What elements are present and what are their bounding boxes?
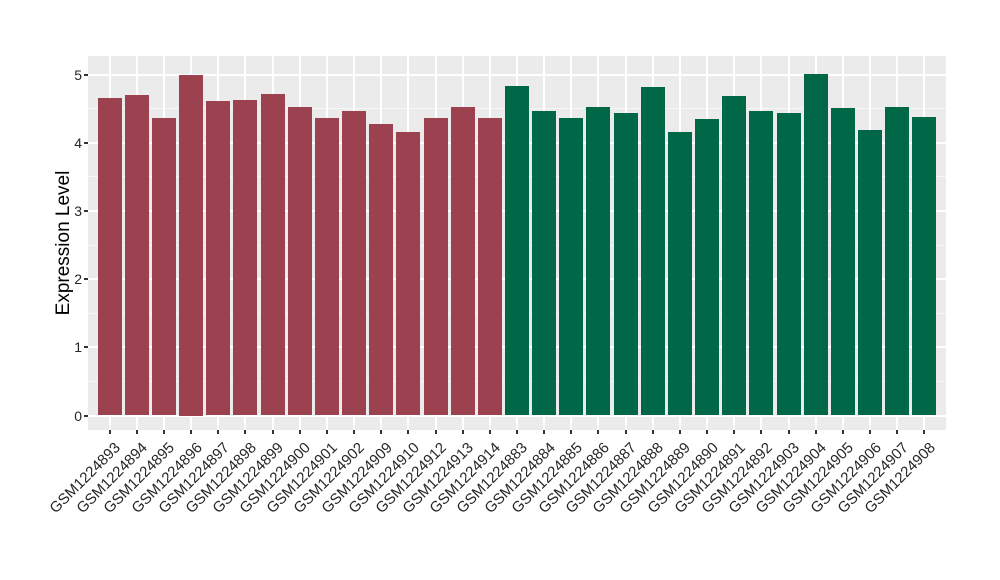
y-tick-mark — [84, 278, 88, 281]
bar-GSM1224887 — [613, 113, 638, 416]
x-tick-mark — [597, 430, 600, 434]
x-tick-mark — [869, 430, 872, 434]
bar-GSM1224895 — [151, 118, 176, 416]
bar-GSM1224885 — [559, 118, 584, 416]
x-tick-mark — [353, 430, 356, 434]
x-tick-mark — [733, 430, 736, 434]
bar-GSM1224896 — [179, 74, 204, 416]
x-tick-mark — [923, 430, 926, 434]
y-tick-label: 5 — [74, 66, 82, 83]
y-tick-label: 4 — [74, 134, 82, 151]
bar-GSM1224890 — [695, 118, 720, 416]
x-tick-mark — [841, 430, 844, 434]
bar-GSM1224908 — [912, 117, 937, 416]
x-tick-mark — [651, 430, 654, 434]
x-tick-mark — [244, 430, 247, 434]
x-tick-mark — [271, 430, 274, 434]
bar-GSM1224907 — [885, 107, 910, 416]
x-tick-mark — [814, 430, 817, 434]
y-tick-label: 2 — [74, 271, 82, 288]
y-tick-label: 0 — [74, 407, 82, 424]
y-tick-mark — [84, 346, 88, 349]
bar-GSM1224900 — [287, 106, 312, 416]
bar-GSM1224910 — [396, 132, 421, 416]
bar-GSM1224894 — [124, 94, 149, 416]
bar-GSM1224909 — [369, 123, 394, 416]
x-tick-mark — [380, 430, 383, 434]
bar-GSM1224902 — [342, 110, 367, 416]
bar-GSM1224906 — [858, 130, 883, 416]
bar-GSM1224913 — [450, 107, 475, 416]
x-tick-mark — [760, 430, 763, 434]
x-tick-mark — [108, 430, 111, 434]
x-tick-mark — [570, 430, 573, 434]
bar-GSM1224884 — [532, 110, 557, 416]
bar-GSM1224904 — [803, 73, 828, 416]
y-tick-mark — [84, 141, 88, 144]
x-tick-mark — [217, 430, 220, 434]
x-tick-mark — [896, 430, 899, 434]
x-tick-mark — [706, 430, 709, 434]
bar-GSM1224893 — [97, 97, 122, 416]
x-tick-mark — [624, 430, 627, 434]
bar-GSM1224903 — [776, 112, 801, 416]
y-tick-mark — [84, 209, 88, 212]
x-tick-mark — [461, 430, 464, 434]
bar-GSM1224892 — [749, 111, 774, 416]
bar-GSM1224883 — [505, 86, 529, 416]
plot-panel — [88, 56, 946, 430]
x-tick-mark — [787, 430, 790, 434]
x-tick-mark — [325, 430, 328, 434]
bar-GSM1224905 — [830, 107, 855, 416]
x-tick-mark — [488, 430, 491, 434]
y-tick-mark — [84, 414, 88, 417]
bar-GSM1224901 — [314, 118, 339, 416]
bar-GSM1224899 — [260, 94, 285, 416]
bar-GSM1224898 — [233, 99, 258, 416]
bar-GSM1224897 — [206, 101, 231, 416]
y-tick-mark — [84, 73, 88, 76]
bar-GSM1224888 — [640, 87, 665, 416]
bar-GSM1224914 — [477, 118, 502, 416]
x-tick-mark — [434, 430, 437, 434]
x-tick-mark — [678, 430, 681, 434]
x-tick-mark — [135, 430, 138, 434]
x-tick-mark — [516, 430, 518, 434]
bar-GSM1224912 — [423, 118, 448, 416]
y-tick-label: 3 — [74, 202, 82, 219]
bar-GSM1224891 — [722, 96, 747, 416]
bar-GSM1224886 — [586, 107, 611, 416]
x-tick-mark — [190, 430, 193, 434]
x-tick-mark — [407, 430, 410, 434]
x-tick-mark — [543, 430, 546, 434]
x-tick-mark — [298, 430, 301, 434]
bar-GSM1224889 — [667, 131, 692, 416]
x-tick-mark — [162, 430, 165, 434]
y-axis-title: Expression Level — [53, 170, 74, 316]
y-tick-label: 1 — [74, 339, 82, 356]
